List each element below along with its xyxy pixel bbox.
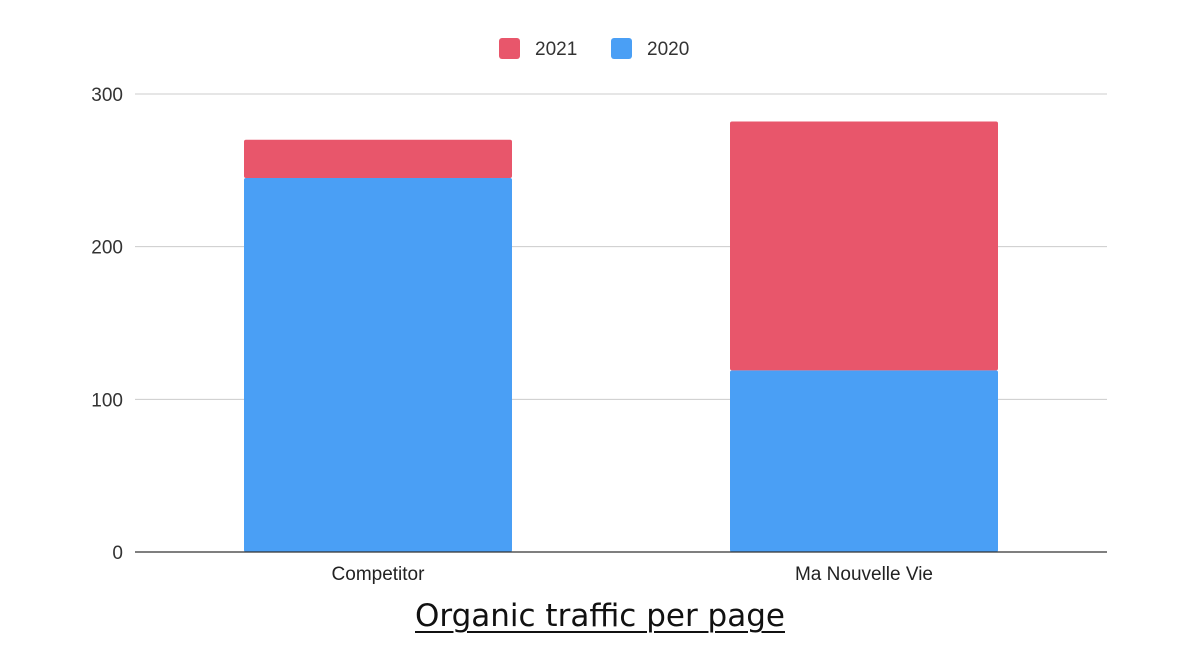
stacked-bar-chart: 0 100 200 300 Competitor Ma Nouvelle Vie 202… xyxy=(91,38,1107,585)
bar-2020-ma-nouvelle-vie xyxy=(730,370,998,552)
legend-label-2020: 2020 xyxy=(647,39,689,60)
x-tick-label: Competitor xyxy=(332,564,426,585)
y-tick-label: 200 xyxy=(91,238,123,259)
chart-title: Organic traffic per page xyxy=(415,598,785,634)
y-axis-ticks: 0 100 200 300 xyxy=(91,85,123,564)
y-tick-label: 100 xyxy=(91,390,123,411)
legend-swatch-2020 xyxy=(611,38,632,59)
x-tick-label: Ma Nouvelle Vie xyxy=(795,564,933,585)
legend-label-2021: 2021 xyxy=(535,39,577,60)
bar-2021-competitor xyxy=(244,139,512,178)
y-tick-label: 300 xyxy=(91,85,123,106)
bar-2021-ma-nouvelle-vie xyxy=(730,121,998,371)
legend: 2021 2020 xyxy=(499,38,689,60)
bars xyxy=(244,121,998,552)
y-tick-label: 0 xyxy=(112,543,123,564)
bar-2020-competitor xyxy=(244,177,512,552)
x-axis-labels: Competitor Ma Nouvelle Vie xyxy=(332,564,933,585)
legend-swatch-2021 xyxy=(499,38,520,59)
